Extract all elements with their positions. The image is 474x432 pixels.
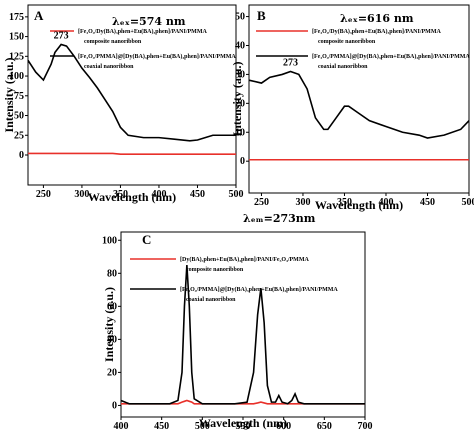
y-axis-label: Intensity (a.u.) [2, 57, 16, 132]
lambda-label: λₑₓ=616 nm [340, 12, 414, 25]
x-tick-label: 400 [151, 189, 166, 200]
y-tick-label: 175 [9, 12, 24, 23]
lambda-label: λₑₓ=574 nm [112, 15, 186, 28]
panel-label: B [257, 8, 266, 23]
legend-label: [Fe₃O₄/PMMA]@[Dy(BA)₃phen+Eu(BA)₃phen]/P… [312, 53, 470, 60]
y-tick-label: 50 [235, 12, 245, 23]
legend-description: coaxial nanoribbon [84, 64, 134, 70]
legend-label: [Dy(BA)₃phen+Eu(BA)₃phen]/PANI/Fe₃O₄/PMM… [180, 256, 310, 263]
legend-description: composite nanoribbon [84, 39, 142, 45]
peak-annotation: 273 [54, 30, 69, 41]
y-tick-label: 80 [107, 268, 117, 279]
y-tick-label: 75 [14, 91, 24, 102]
x-tick-label: 300 [74, 189, 89, 200]
x-axis-label: Wavelength (nm) [88, 190, 176, 204]
x-tick-label: 500 [462, 197, 474, 208]
x-axis-label: Wavelength (nm) [199, 416, 287, 430]
x-tick-label: 400 [378, 197, 393, 208]
y-tick-label: 0 [112, 400, 117, 411]
legend-label: [Fe₃O₄/PMMA]@[Dy(BA)₃phen+Eu(BA)₃phen]/P… [180, 286, 338, 293]
peak-annotation: 273 [283, 58, 298, 69]
x-tick-label: 500 [229, 189, 244, 200]
panel-label: A [34, 8, 44, 23]
x-tick-label: 600 [276, 421, 291, 432]
x-tick-label: 650 [317, 421, 332, 432]
y-tick-label: 150 [9, 32, 24, 43]
lambda-label: λₑₘ=273nm [243, 212, 316, 225]
legend-description: coaxial nanoribbon [186, 297, 236, 303]
data-line [121, 399, 365, 405]
y-axis-label: Intensity (a.u.) [230, 61, 244, 136]
x-tick-label: 500 [195, 421, 210, 432]
x-axis-label: Wavelength (nm) [315, 198, 403, 212]
y-tick-label: 125 [9, 51, 24, 62]
x-tick-label: 400 [114, 421, 129, 432]
x-tick-label: 250 [254, 197, 269, 208]
y-tick-label: 30 [235, 69, 245, 80]
y-tick-label: 10 [235, 127, 245, 138]
panel-label: C [142, 232, 151, 247]
plot-frame [27, 4, 237, 186]
x-tick-label: 450 [420, 197, 435, 208]
x-tick-label: 250 [36, 189, 51, 200]
legend-label: [Fe₃O₄/Dy(BA)₃phen+Eu(BA)₃phen]/PANI/PMM… [78, 28, 208, 35]
data-line [248, 70, 470, 139]
y-tick-label: 100 [9, 71, 24, 82]
data-line [28, 152, 236, 156]
x-tick-label: 550 [236, 421, 251, 432]
x-tick-label: 450 [190, 189, 205, 200]
plot-frame [248, 4, 470, 194]
x-tick-label: 300 [295, 197, 310, 208]
y-tick-label: 40 [235, 40, 245, 51]
y-tick-label: 20 [107, 367, 117, 378]
x-tick-label: 350 [113, 189, 128, 200]
x-tick-label: 700 [358, 421, 373, 432]
x-tick-label: 350 [337, 197, 352, 208]
y-tick-label: 60 [107, 301, 117, 312]
y-tick-label: 50 [14, 111, 24, 122]
y-tick-label: 0 [240, 156, 245, 167]
y-tick-label: 0 [19, 150, 24, 161]
y-tick-label: 25 [14, 130, 24, 141]
y-tick-label: 100 [102, 235, 117, 246]
legend-label: [Fe₃O₄/Dy(BA)₃phen+Eu(BA)₃phen]/PANI/PMM… [312, 28, 442, 35]
y-axis-label: Intensity (a.u.) [102, 287, 116, 362]
data-line [120, 264, 365, 405]
x-tick-label: 450 [154, 421, 169, 432]
legend-description: composite nanoribbon [186, 267, 244, 273]
legend-description: coaxial nanoribbon [318, 64, 368, 70]
data-line [27, 43, 236, 142]
y-tick-label: 20 [235, 98, 245, 109]
y-tick-label: 40 [107, 334, 117, 345]
legend-label: [Fe₃O₄/PMMA]@[Dy(BA)₃phen+Eu(BA)₃phen]/P… [78, 53, 236, 60]
legend-description: composite nanoribbon [318, 39, 376, 45]
